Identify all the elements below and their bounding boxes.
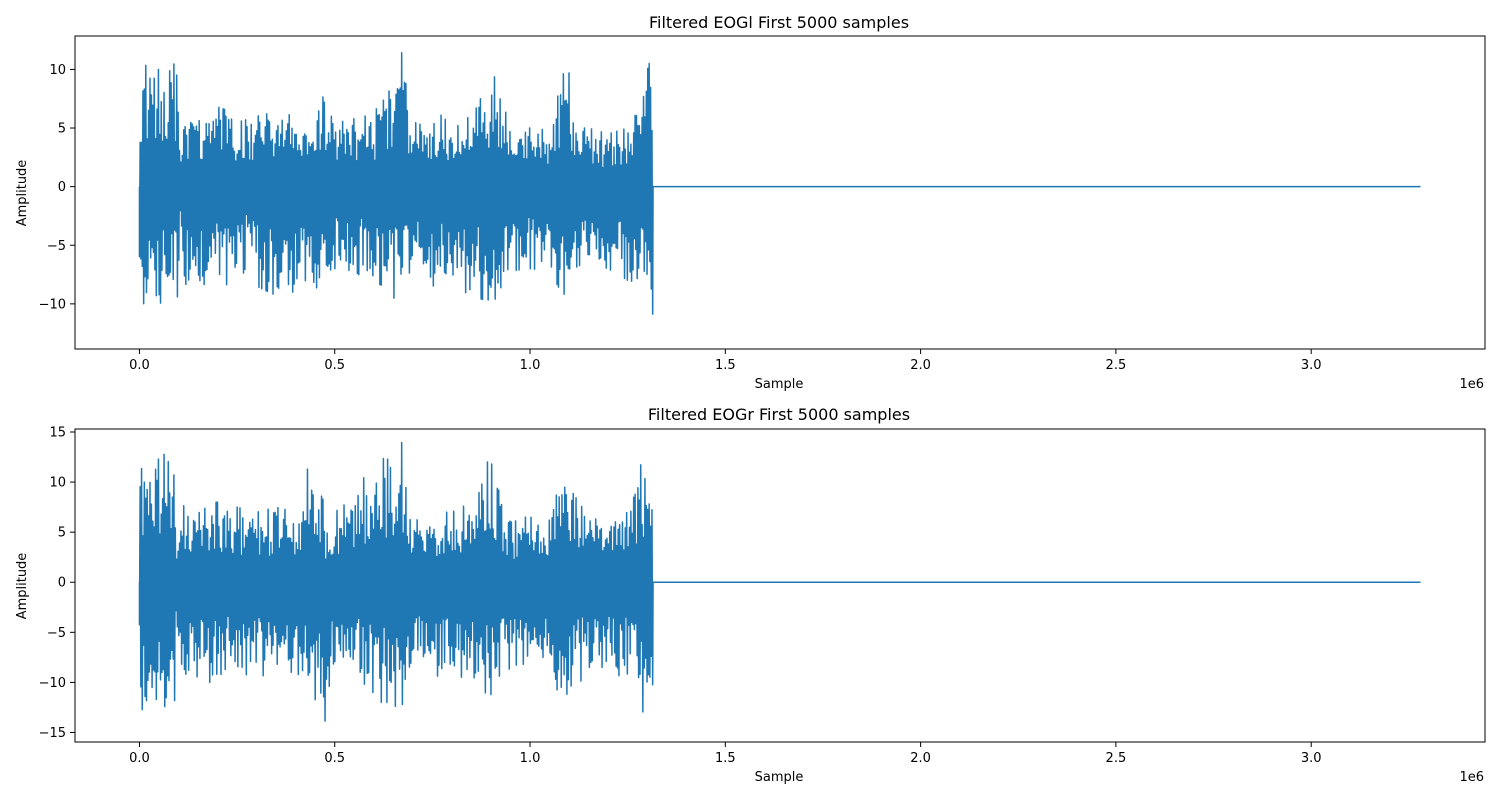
x-tick-label: 3.0 <box>1301 358 1322 373</box>
y-tick-label: −15 <box>39 726 66 741</box>
x-tick-label: 1.5 <box>715 751 736 766</box>
x-axis-label: Sample <box>755 377 804 392</box>
y-axis-label: Amplitude <box>15 160 30 227</box>
x-axis-label: Sample <box>755 770 804 785</box>
x-tick-label: 2.0 <box>910 751 931 766</box>
axes-frame <box>74 35 1486 350</box>
series-line <box>138 441 1421 722</box>
axes-frame <box>74 428 1486 743</box>
y-tick-label: 0 <box>58 576 66 591</box>
x-tick-label: 2.5 <box>1106 751 1127 766</box>
x-tick-label: 1.5 <box>715 358 736 373</box>
y-tick-label: 5 <box>58 526 66 541</box>
x-tick-label: 1.0 <box>520 358 541 373</box>
subplot-eogl: Filtered EOGl First 5000 samples Sample … <box>15 13 1486 392</box>
y-tick-label: 5 <box>58 122 66 137</box>
y-tick-label: −10 <box>39 297 66 312</box>
x-tick-label: 0.5 <box>324 358 345 373</box>
y-tick-label: −5 <box>47 626 66 641</box>
y-tick-label: −5 <box>47 239 66 254</box>
x-axis-offset-label: 1e6 <box>1459 770 1484 785</box>
x-tick-label: 1.0 <box>520 751 541 766</box>
subplot-eogr: Filtered EOGr First 5000 samples Sample … <box>15 405 1486 785</box>
x-tick-label: 0.0 <box>129 751 150 766</box>
x-tick-label: 2.0 <box>910 358 931 373</box>
x-tick-label: 0.5 <box>324 751 345 766</box>
y-tick-label: 0 <box>58 180 66 195</box>
x-axis-offset-label: 1e6 <box>1459 377 1484 392</box>
chart-title: Filtered EOGl First 5000 samples <box>649 13 909 32</box>
y-tick-label: 10 <box>49 476 66 491</box>
y-tick-label: 10 <box>49 63 66 78</box>
y-axis-label: Amplitude <box>15 553 30 620</box>
chart-title: Filtered EOGr First 5000 samples <box>648 405 910 424</box>
x-tick-label: 2.5 <box>1106 358 1127 373</box>
x-tick-label: 3.0 <box>1301 751 1322 766</box>
x-tick-label: 0.0 <box>129 358 150 373</box>
y-tick-label: −10 <box>39 676 66 691</box>
series-line <box>138 51 1421 315</box>
y-tick-label: 15 <box>49 426 66 441</box>
